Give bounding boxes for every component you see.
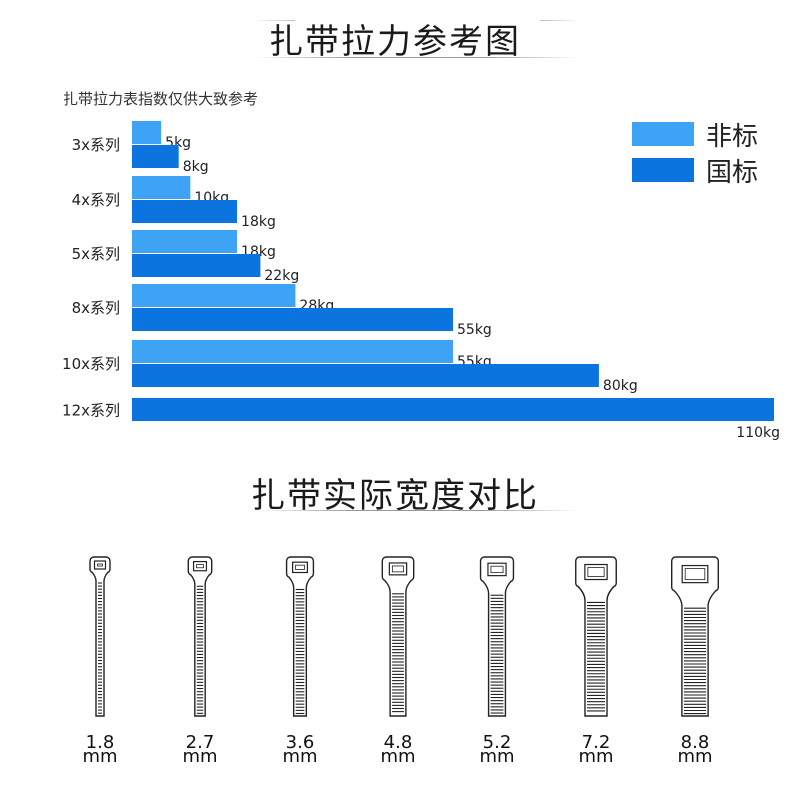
- title-decor-line-right: [540, 20, 580, 21]
- bar-standard: [132, 398, 774, 421]
- bar-nonstandard: [132, 121, 162, 144]
- tie-width-value: 2.7: [186, 732, 215, 753]
- legend-item-nonstandard: 非标: [632, 121, 758, 152]
- bar-nonstandard: [132, 340, 453, 363]
- cable-tie-3.6-mm: [285, 556, 315, 717]
- legend-swatch-standard: [632, 158, 694, 182]
- cable-tie-7.2-mm: [575, 556, 617, 717]
- tie-width-unit: mm: [677, 746, 712, 767]
- tie-width-value: 7.2: [582, 732, 611, 753]
- category-label: 4x系列: [72, 191, 120, 209]
- bar-standard: [132, 200, 238, 223]
- category-label: 10x系列: [62, 355, 120, 373]
- bar-standard: [132, 308, 453, 331]
- tie-width-value: 4.8: [384, 732, 413, 753]
- bar-nonstandard: [132, 230, 238, 253]
- data-label: 8kg: [183, 159, 209, 175]
- cable-tie-8.8-mm: [671, 556, 720, 717]
- legend-swatch-nonstandard: [632, 122, 694, 146]
- widths-title-underline: [255, 510, 580, 511]
- tie-width-unit: mm: [380, 746, 415, 767]
- page-title: 扎带拉力参考图: [269, 22, 521, 62]
- bar-nonstandard: [132, 176, 191, 199]
- tie-width-unit: mm: [82, 746, 117, 767]
- data-label: 110kg: [736, 425, 780, 441]
- category-label: 3x系列: [72, 136, 120, 154]
- data-label: 18kg: [241, 214, 276, 230]
- tie-width-value: 1.8: [86, 732, 115, 753]
- bar-nonstandard: [132, 284, 296, 307]
- data-label: 22kg: [264, 268, 299, 284]
- category-label: 12x系列: [62, 402, 120, 420]
- legend-label-nonstandard: 非标: [706, 121, 759, 152]
- tie-width-unit: mm: [182, 746, 217, 767]
- title-decor-line-left: [255, 20, 295, 21]
- bar-standard: [132, 364, 599, 387]
- title-underline: [255, 57, 580, 58]
- tie-width-value: 8.8: [681, 732, 710, 753]
- cable-tie-4.8-mm: [381, 556, 415, 717]
- tie-width-value: 5.2: [483, 732, 512, 753]
- chart-subtitle: 扎带拉力表指数仅供大致参考: [63, 90, 259, 108]
- data-label: 55kg: [457, 322, 492, 338]
- category-label: 5x系列: [72, 245, 120, 263]
- tie-width-unit: mm: [282, 746, 317, 767]
- tie-width-unit: mm: [578, 746, 613, 767]
- legend-item-standard: 国标: [632, 157, 758, 188]
- data-label: 80kg: [603, 378, 638, 394]
- category-label: 8x系列: [72, 299, 120, 317]
- tie-width-value: 3.6: [286, 732, 315, 753]
- widths-section-title: 扎带实际宽度对比: [251, 476, 539, 516]
- bar-standard: [132, 145, 179, 168]
- cable-tie-1.8-mm: [89, 556, 111, 717]
- tie-width-unit: mm: [479, 746, 514, 767]
- bar-standard: [132, 254, 261, 277]
- cable-tie-2.7-mm: [187, 556, 213, 717]
- legend-label-standard: 国标: [706, 157, 759, 188]
- cable-tie-5.2-mm: [479, 556, 515, 717]
